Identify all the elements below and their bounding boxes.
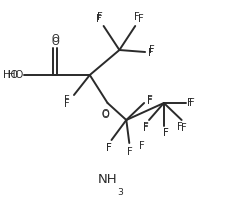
Text: F: F	[64, 95, 70, 105]
Text: F: F	[147, 95, 153, 105]
Text: F: F	[143, 123, 149, 133]
Text: F: F	[96, 14, 102, 24]
Text: F: F	[177, 122, 182, 132]
Text: O: O	[51, 37, 59, 47]
Text: F: F	[106, 143, 111, 153]
Text: F: F	[106, 143, 111, 153]
Text: F: F	[149, 45, 155, 55]
Text: F: F	[127, 147, 133, 157]
Text: F: F	[139, 141, 145, 151]
Text: F: F	[163, 128, 169, 138]
Text: F: F	[148, 48, 154, 58]
Text: F: F	[143, 122, 149, 132]
Text: F: F	[181, 123, 186, 133]
Text: O: O	[102, 109, 110, 119]
Text: 3: 3	[117, 188, 123, 197]
Text: F: F	[163, 128, 169, 138]
Text: HO: HO	[8, 70, 24, 80]
Text: F: F	[134, 12, 140, 22]
Text: F: F	[147, 96, 153, 106]
Text: O: O	[51, 34, 59, 44]
Text: F: F	[187, 98, 192, 108]
Text: F: F	[188, 98, 194, 108]
Text: F: F	[64, 99, 70, 109]
Text: NH: NH	[98, 173, 117, 186]
Text: O: O	[102, 110, 109, 120]
Text: F: F	[97, 12, 103, 22]
Text: F: F	[138, 14, 144, 24]
Text: HO: HO	[3, 70, 19, 80]
